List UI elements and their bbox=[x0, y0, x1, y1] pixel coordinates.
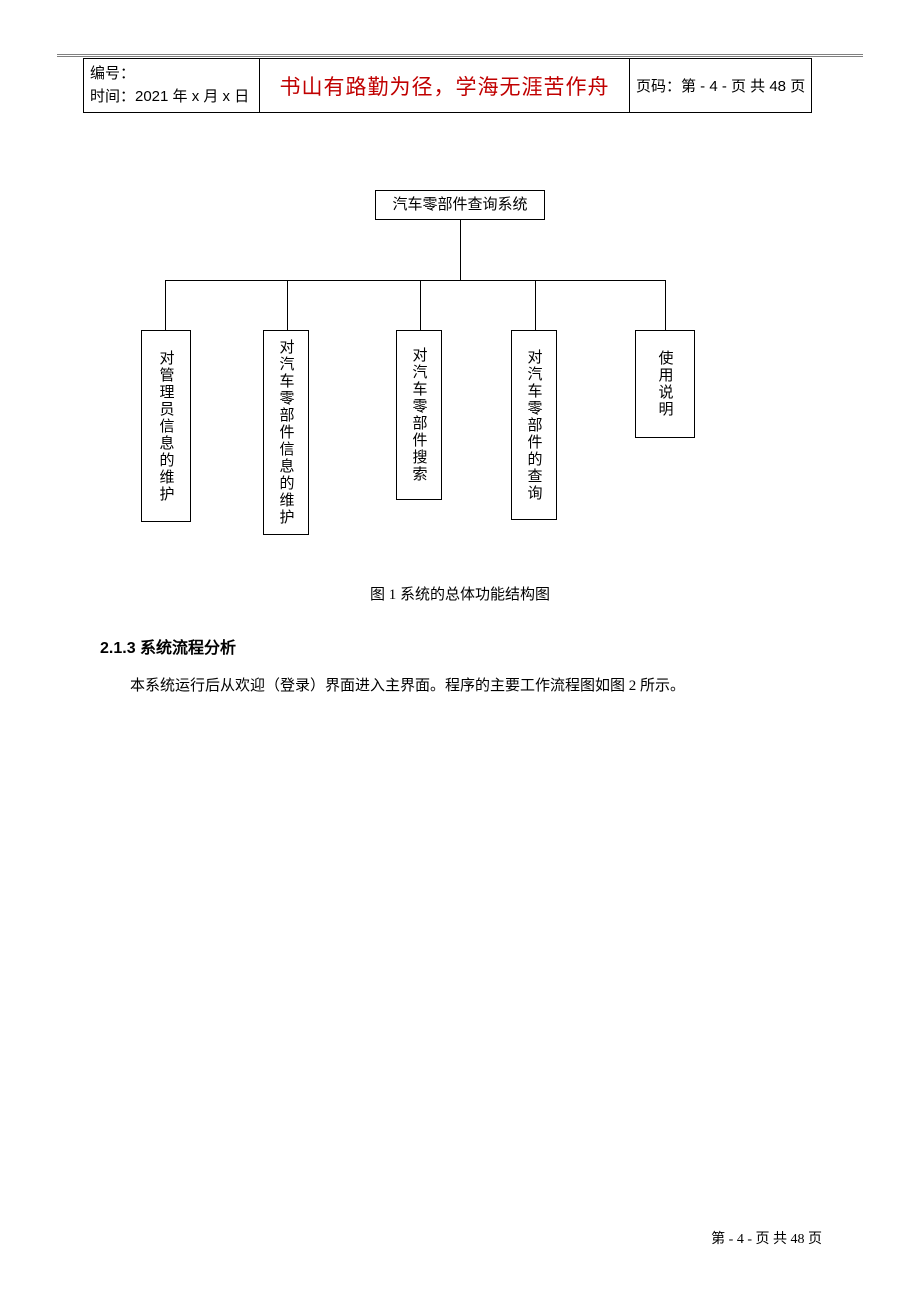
diagram-root-connector bbox=[460, 220, 461, 280]
header-table: 编号： 时间：2021 年 x 月 x 日 书山有路勤为径，学海无涯苦作舟 页码… bbox=[83, 58, 812, 113]
diagram-child-node: 对汽车零部件搜索 bbox=[396, 330, 442, 500]
header-date: 时间：2021 年 x 月 x 日 bbox=[90, 86, 253, 109]
diagram-child-node: 对汽车零部件的查询 bbox=[511, 330, 557, 520]
diagram-child-connector bbox=[420, 280, 421, 330]
diagram-child-connector bbox=[287, 280, 288, 330]
header-middle-cell: 书山有路勤为径，学海无涯苦作舟 bbox=[260, 59, 630, 113]
top-divider bbox=[57, 54, 863, 57]
page-footer: 第 - 4 - 页 共 48 页 bbox=[711, 1228, 822, 1248]
diagram-child-connector bbox=[665, 280, 666, 330]
header-right-cell: 页码：第 - 4 - 页 共 48 页 bbox=[630, 59, 812, 113]
diagram-child-node: 对管理员信息的维护 bbox=[141, 330, 191, 522]
diagram-child-node: 使用说明 bbox=[635, 330, 695, 438]
diagram-child-connector bbox=[535, 280, 536, 330]
figure-caption: 图 1 系统的总体功能结构图 bbox=[0, 583, 920, 604]
diagram-child-node: 对汽车零部件信息的维护 bbox=[263, 330, 309, 535]
section-heading: 2.1.3 系统流程分析 bbox=[100, 634, 236, 658]
diagram-horizontal-connector bbox=[165, 280, 666, 281]
header-left-cell: 编号： 时间：2021 年 x 月 x 日 bbox=[84, 59, 260, 113]
diagram-child-connector bbox=[165, 280, 166, 330]
diagram-root-node: 汽车零部件查询系统 bbox=[375, 190, 545, 220]
body-paragraph: 本系统运行后从欢迎（登录）界面进入主界面。程序的主要工作流程图如图 2 所示。 bbox=[130, 674, 840, 698]
structure-diagram: 汽车零部件查询系统 对管理员信息的维护对汽车零部件信息的维护对汽车零部件搜索对汽… bbox=[140, 190, 760, 525]
header-number: 编号： bbox=[90, 63, 253, 86]
